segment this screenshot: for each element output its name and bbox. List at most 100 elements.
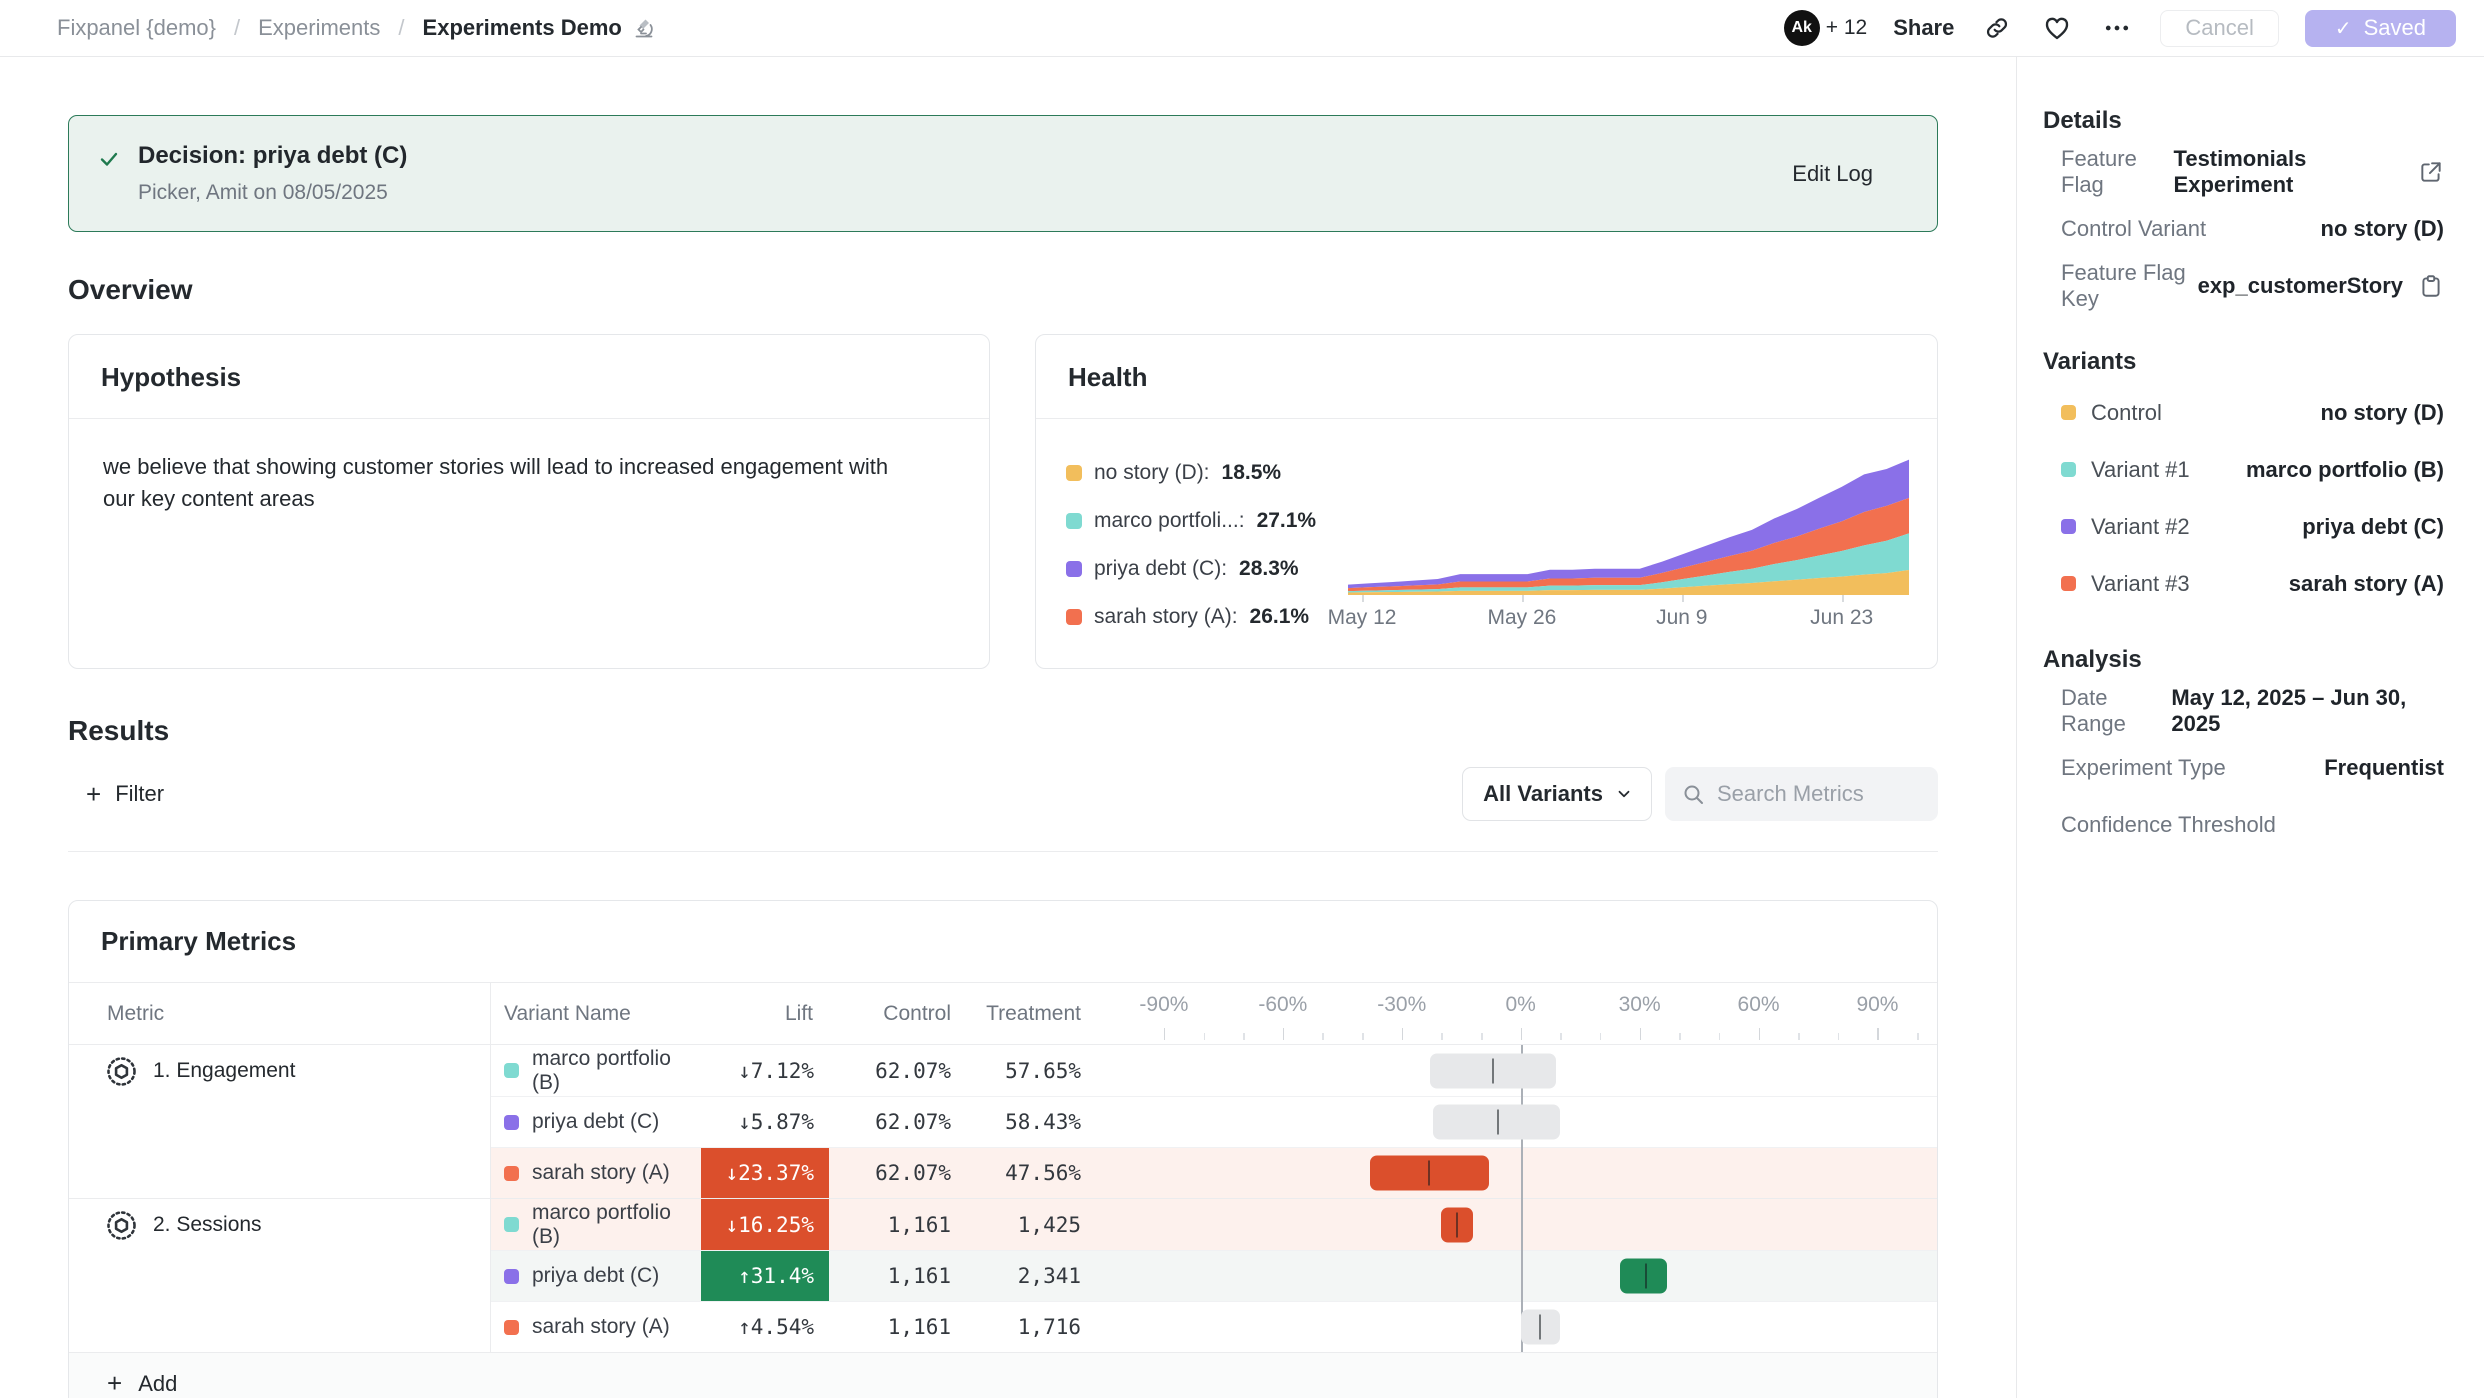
legend-item: priya debt (C): 28.3% <box>1066 545 1348 593</box>
lift-cell: ↓7.12% <box>701 1045 829 1096</box>
variant-color-chip <box>504 1063 519 1078</box>
sidebar-row: Variant #1 marco portfolio (B) <box>2043 441 2444 498</box>
favorite-heart-icon[interactable] <box>2040 11 2074 45</box>
table-row[interactable]: sarah story (A) ↓23.37% 62.07% 47.56% <box>491 1147 1937 1198</box>
variant-row-label: Control <box>2061 400 2162 426</box>
value-text: Frequentist <box>2324 754 2444 780</box>
confidence-interval-cell <box>1141 1302 1937 1352</box>
variant-name: priya debt (C) <box>532 1264 660 1287</box>
variant-name-cell: priya debt (C) <box>491 1097 701 1147</box>
details-section: Details Feature Flag Testimonials Experim… <box>2043 107 2444 314</box>
sidebar-row: Experiment Type Frequentist <box>2043 739 2444 796</box>
sidebar-row: Control Variant no story (D) <box>2043 200 2444 257</box>
metric-cell[interactable]: 1. Engagement <box>69 1045 491 1198</box>
row-value: Testimonials Experiment <box>2174 146 2444 198</box>
primary-metrics-title: Primary Metrics <box>69 901 1937 983</box>
metric-cell[interactable]: 2. Sessions <box>69 1199 491 1352</box>
table-header: Metric Variant Name Lift Control Treatme… <box>69 983 1937 1045</box>
ci-axis-label: -60% <box>1258 993 1308 1016</box>
table-row[interactable]: priya debt (C) ↓5.87% 62.07% 58.43% <box>491 1096 1937 1147</box>
row-value: no story (D) <box>2321 400 2444 426</box>
legend-value: 27.1% <box>1256 509 1317 532</box>
row-value: sarah story (A) <box>2289 571 2444 597</box>
health-legend: no story (D): 18.5% marco portfoli...: 27… <box>1066 435 1348 641</box>
table-row[interactable]: marco portfolio (B) ↓16.25% 1,161 1,425 <box>491 1199 1937 1250</box>
avatar[interactable]: Ak <box>1783 10 1820 46</box>
overview-heading: Overview <box>68 274 193 305</box>
control-value: 62.07% <box>875 1110 951 1134</box>
lift-value: ↓7.12% <box>738 1058 814 1083</box>
row-value: exp_customerStory <box>2198 273 2444 299</box>
x-axis-tick <box>1362 595 1365 602</box>
ci-axis-label: -90% <box>1139 993 1189 1016</box>
table-row[interactable]: priya debt (C) ↑31.4% 1,161 2,341 <box>491 1250 1937 1301</box>
spacer-cell <box>1089 1045 1141 1096</box>
treatment-value: 1,425 <box>1017 1212 1081 1237</box>
ci-ruler-tick <box>1639 1028 1642 1040</box>
control-cell: 1,161 <box>829 1251 959 1301</box>
add-metric-button[interactable]: + Add <box>69 1352 1937 1398</box>
variant-name: marco portfolio (B) <box>532 1046 671 1094</box>
sidebar-row: Variant #3 sarah story (A) <box>2043 555 2444 612</box>
value-text: May 12, 2025 – Jun 30, 2025 <box>2171 684 2407 736</box>
value-text: Testimonials Experiment <box>2173 145 2307 197</box>
collaborators[interactable]: Ak + 12 <box>1783 10 1867 46</box>
decision-subtitle: Picker, Amit on 08/05/2025 <box>138 181 388 204</box>
value-text: sarah story (A) <box>2288 570 2444 596</box>
area-series-sarah-story-a- <box>1348 497 1909 592</box>
add-filter-button[interactable]: + Filter <box>86 778 165 809</box>
spacer-cell <box>1089 1097 1141 1147</box>
health-chart: May 12 May 26 Jun 9 Jun 23 <box>1328 435 1909 641</box>
variants-dropdown[interactable]: All Variants <box>1462 767 1652 821</box>
row-label: Experiment Type <box>2061 754 2226 780</box>
legend-value: 28.3% <box>1239 557 1299 580</box>
copy-link-icon[interactable] <box>1980 11 2014 45</box>
breadcrumb-project[interactable]: Fixpanel {demo} <box>57 15 216 40</box>
details-heading: Details <box>2043 107 2122 134</box>
legend-color-chip <box>1066 561 1082 577</box>
breadcrumb-experiments[interactable]: Experiments <box>258 15 381 40</box>
saved-button[interactable]: ✓ Saved <box>2304 9 2456 47</box>
hypothesis-body: we believe that showing customer stories… <box>103 454 889 511</box>
table-row[interactable]: sarah story (A) ↑4.54% 1,161 1,716 <box>491 1301 1937 1352</box>
more-options-icon[interactable] <box>2100 11 2134 45</box>
control-value: 1,161 <box>887 1264 951 1288</box>
legend-label: sarah story (A): <box>1094 605 1238 628</box>
ci-ruler-tick <box>1917 1033 1919 1040</box>
sidebar-row: Variant #2 priya debt (C) <box>2043 498 2444 555</box>
share-button[interactable]: Share <box>1893 15 1955 40</box>
decision-banner: Decision: priya debt (C) Picker, Amit on… <box>68 115 1938 232</box>
ci-axis-label: 90% <box>1856 993 1899 1016</box>
variant-color-chip <box>504 1319 519 1335</box>
breadcrumb-current[interactable]: Experiments Demo <box>423 15 656 41</box>
ci-axis-label: 30% <box>1618 993 1661 1016</box>
variant-row-label: Variant #1 <box>2061 457 2190 483</box>
variant-color-chip <box>2061 462 2076 477</box>
x-axis-tick <box>1521 595 1524 602</box>
search-input[interactable] <box>1717 781 1917 807</box>
treatment-value: 47.56% <box>1005 1161 1081 1185</box>
lift-cell: ↑31.4% <box>701 1251 829 1301</box>
analysis-section: Analysis Date Range May 12, 2025 – Jun 30… <box>2043 646 2444 853</box>
metrics-search[interactable] <box>1665 767 1938 821</box>
confidence-interval-cell <box>1141 1148 1937 1198</box>
stacked-area-chart <box>1348 459 1909 595</box>
cancel-button[interactable]: Cancel <box>2160 9 2279 47</box>
ci-mean-tick <box>1538 1314 1541 1340</box>
clipboard-icon[interactable] <box>2418 273 2444 299</box>
treatment-value: 57.65% <box>1005 1058 1081 1083</box>
legend-item: no story (D): 18.5% <box>1066 449 1348 497</box>
ci-axis-label: 60% <box>1737 993 1780 1016</box>
confidence-interval-cell <box>1141 1097 1937 1147</box>
table-row[interactable]: marco portfolio (B) ↓7.12% 62.07% 57.65% <box>491 1045 1937 1096</box>
confidence-interval-bar <box>1619 1258 1668 1294</box>
row-value: marco portfolio (B) <box>2246 457 2444 483</box>
variant-name: marco portfolio (B) <box>532 1200 671 1248</box>
table-body: 1. Engagement marco portfolio (B) ↓7.12% 62… <box>69 1045 1937 1352</box>
plus-icon: + <box>107 1368 123 1398</box>
variant-color-chip <box>504 1114 519 1130</box>
ci-ruler-tick <box>1560 1033 1562 1040</box>
ci-ruler-tick <box>1401 1028 1404 1040</box>
external-link-icon[interactable] <box>2418 159 2444 185</box>
edit-log-button[interactable]: Edit Log <box>1792 160 1873 186</box>
